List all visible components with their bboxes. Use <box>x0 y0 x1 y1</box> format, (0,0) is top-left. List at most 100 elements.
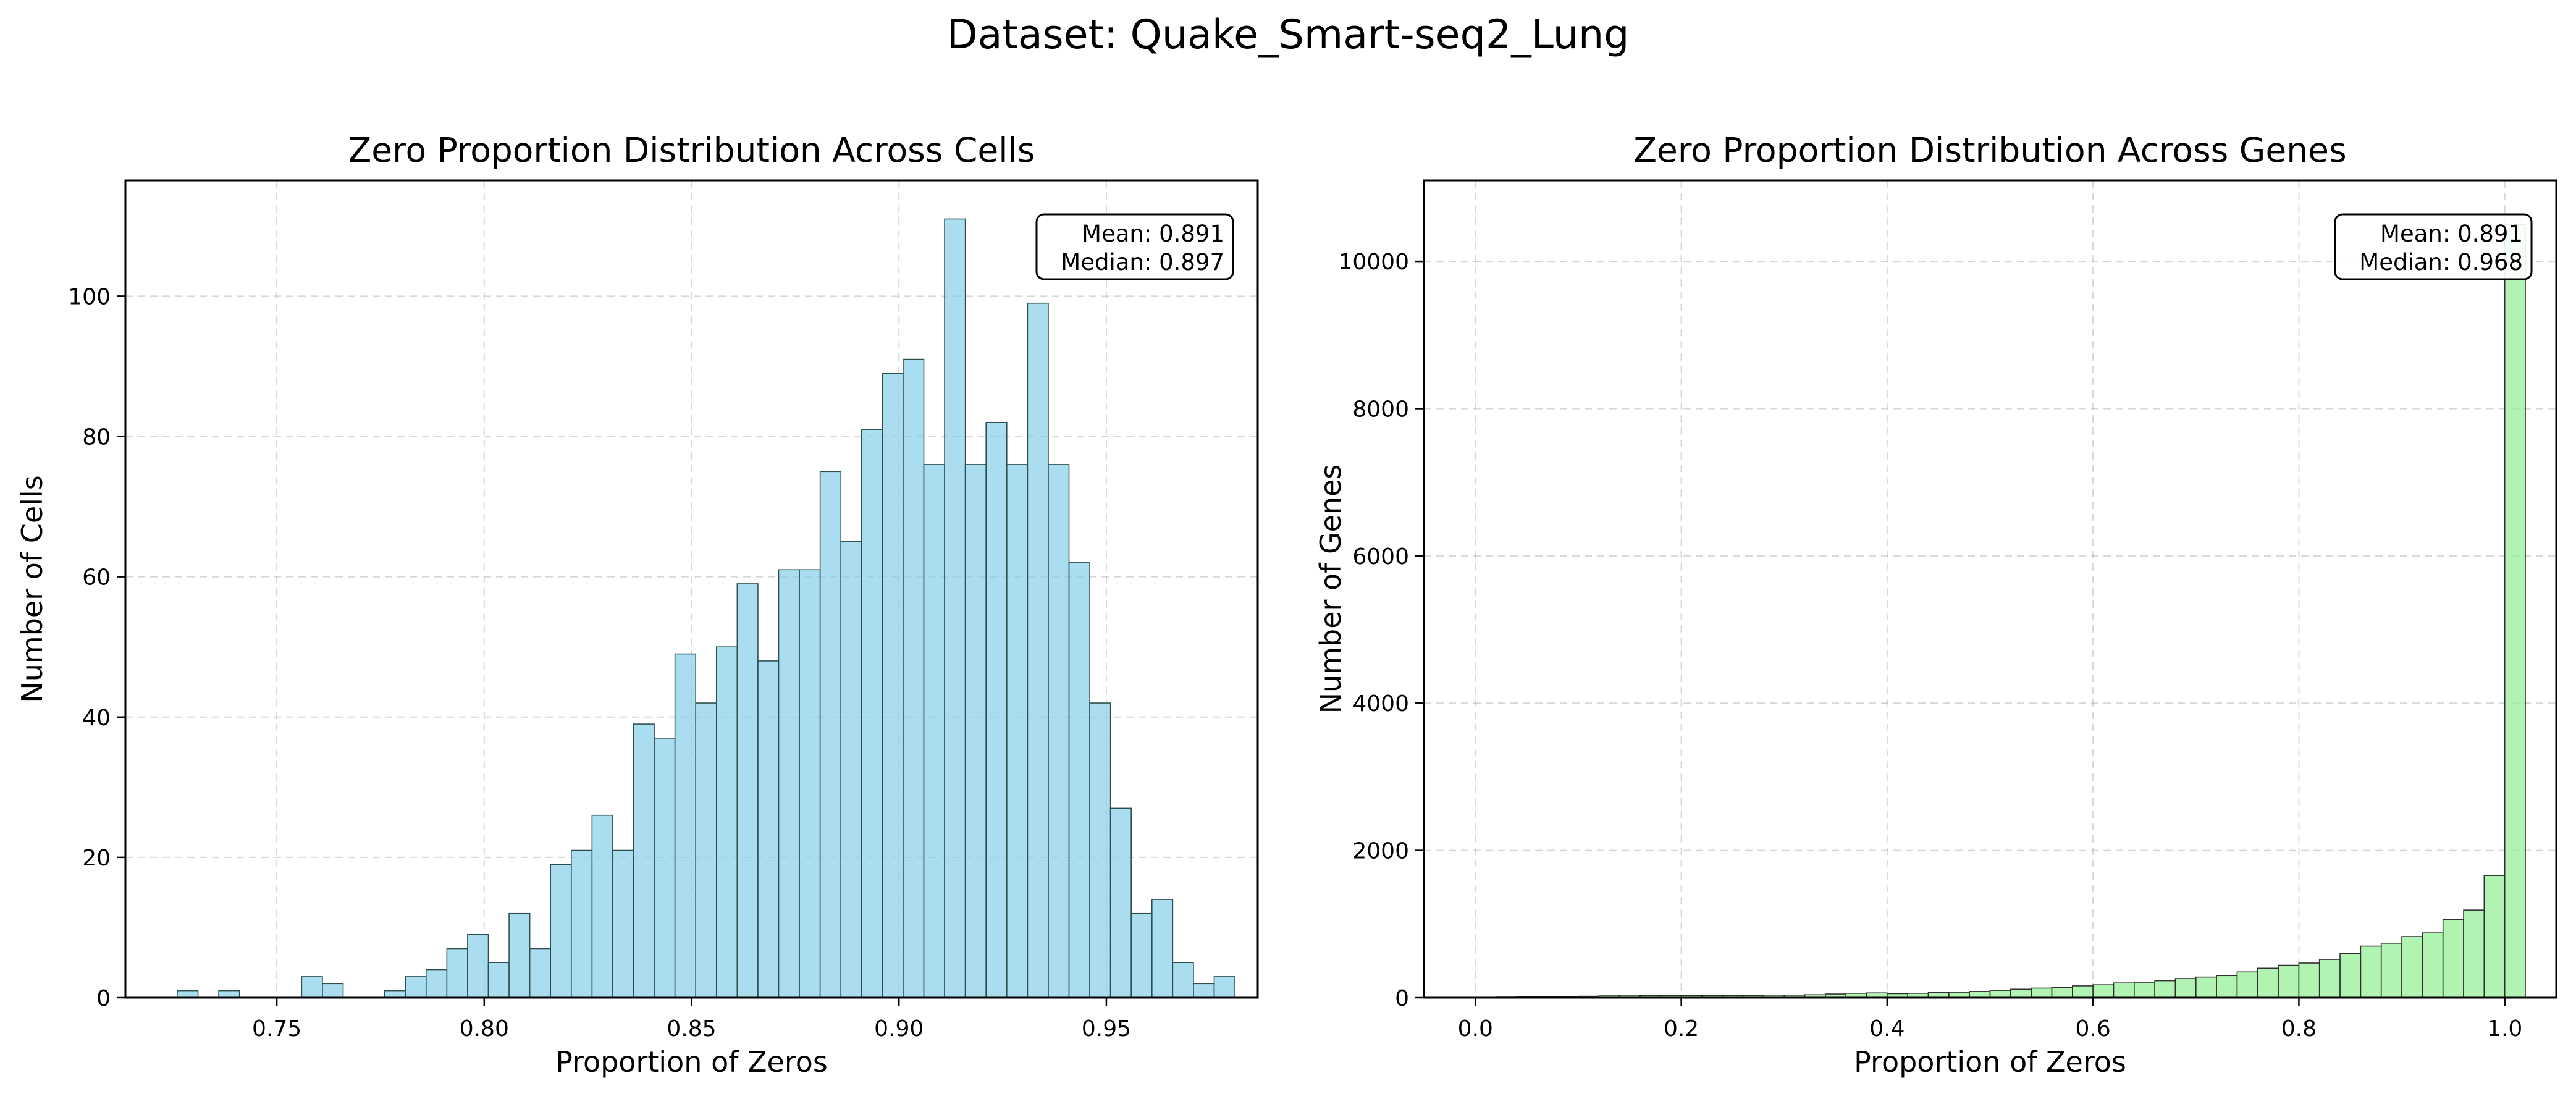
chart1-bar <box>1130 912 1153 998</box>
chart1-bar <box>715 646 738 998</box>
chart1-xtick-label: 0.95 <box>1082 1016 1131 1042</box>
chart2-bar <box>2072 985 2094 998</box>
chart2-xtick-label: 0.8 <box>2281 1016 2317 1042</box>
chart2-stats-mean: Mean: 0.891 <box>2380 221 2523 247</box>
chart2-bar <box>2010 988 2032 998</box>
chart1-bar <box>1172 962 1194 998</box>
chart2-xtick-label: 1.0 <box>2487 1016 2522 1042</box>
chart1-bar <box>1027 302 1049 998</box>
chart2-xlabel: Proportion of Zeros <box>1854 1045 2126 1079</box>
chart2-panel: 0.0 0.2 0.4 0.6 0.8 1.0 0 2000 4000 6000 8000 10000… <box>1314 130 2557 1079</box>
chart2-bar <box>2257 967 2279 998</box>
chart1-bar <box>654 738 676 998</box>
chart1-ytick-label: 20 <box>82 846 111 871</box>
chart2-stats-median: Median: 0.968 <box>2359 249 2523 276</box>
chart2-bar <box>2339 953 2362 998</box>
chart1-bar <box>405 976 427 998</box>
chart1-bar <box>570 849 593 998</box>
chart1-ytick-label: 0 <box>96 986 111 1011</box>
chart1-bar <box>840 541 862 998</box>
chart2-bar <box>1969 991 1991 998</box>
chart1-xtick-label: 0.85 <box>667 1016 716 1042</box>
chart1-bar <box>508 912 531 998</box>
chart1-bar <box>861 429 883 998</box>
chart2-bar <box>2031 987 2053 998</box>
chart1-stats-median: Median: 0.897 <box>1061 249 1224 276</box>
chart2-bar <box>2174 978 2197 998</box>
chart1-bar <box>882 373 904 998</box>
chart2-stats-box <box>2334 213 2533 280</box>
chart1-bar <box>1151 899 1174 998</box>
chart2-bar <box>2483 875 2506 998</box>
chart1-bar <box>301 976 323 998</box>
chart1-panel: 0.75 0.80 0.85 0.90 0.95 0 20 40 60 80 100 Proporti… <box>15 130 1259 1079</box>
chart2-bar <box>2133 982 2155 998</box>
chart1-xtick-label: 0.80 <box>460 1016 509 1042</box>
chart2-xtick-label: 0.6 <box>2076 1016 2111 1042</box>
chart1-bar <box>1068 562 1090 998</box>
chart1-bar <box>923 464 945 998</box>
chart2-title: Zero Proportion Distribution Across Gene… <box>1633 130 2346 170</box>
chart1-bar <box>1193 983 1215 998</box>
chart2-bar <box>2236 971 2258 998</box>
chart1-bar <box>674 653 697 998</box>
chart2-bar <box>2380 943 2402 998</box>
chart1-title: Zero Proportion Distribution Across Cell… <box>348 130 1035 170</box>
chart2-axes-frame <box>1423 179 2557 999</box>
chart2-bar <box>2318 959 2341 998</box>
chart2-bar <box>2113 982 2135 998</box>
chart2-bar <box>1989 990 2011 998</box>
chart1-bar <box>778 569 800 998</box>
chart1-ytick-label: 80 <box>82 425 111 450</box>
chart1-stats-box <box>1035 213 1234 280</box>
chart2-ytick-label: 0 <box>1395 986 1409 1011</box>
chart1-bar <box>529 948 552 998</box>
figure-suptitle: Dataset: Quake_Smart-seq2_Lung <box>946 12 1630 58</box>
chart1-xtick-label: 0.75 <box>252 1016 301 1042</box>
chart1-ytick-label: 40 <box>82 705 111 731</box>
chart1-bar <box>612 849 634 998</box>
chart1-bar <box>1089 702 1111 998</box>
chart2-bar <box>2278 964 2300 998</box>
chart1-bar <box>322 983 344 998</box>
chart1-xlabel: Proportion of Zeros <box>555 1045 828 1079</box>
chart1-bar <box>425 969 448 998</box>
chart2-bar <box>2422 932 2444 998</box>
chart1-bar <box>799 569 821 998</box>
chart2-bar <box>2463 909 2485 998</box>
chart1-ylabel: Number of Cells <box>15 475 49 702</box>
chart1-bar <box>757 660 780 998</box>
chart2-bar <box>2504 224 2526 998</box>
chart2-bar <box>2154 980 2176 998</box>
chart2-ytick-label: 8000 <box>1352 397 1409 422</box>
chart2-bar <box>2360 945 2382 998</box>
chart1-bar <box>1109 807 1132 998</box>
chart2-ytick-label: 2000 <box>1352 839 1409 864</box>
chart1-bar <box>695 702 717 998</box>
chart2-bar <box>2401 936 2423 998</box>
chart2-bar <box>2442 919 2464 998</box>
chart2-ytick-label: 10000 <box>1338 250 1409 275</box>
chart1-ytick-label: 100 <box>68 284 111 309</box>
chart1-bar <box>944 218 966 998</box>
chart1-bar <box>633 723 655 998</box>
chart1-stats-mean: Mean: 0.891 <box>1082 221 1224 247</box>
chart1-bar <box>177 990 199 998</box>
chart1-bar <box>446 948 468 998</box>
chart2-bar <box>2195 976 2217 998</box>
chart1-bar <box>467 933 489 998</box>
chart1-bar <box>1213 976 1235 998</box>
chart2-bar <box>2216 975 2238 998</box>
chart2-ytick-label: 4000 <box>1352 691 1409 717</box>
chart2-ytick-label: 6000 <box>1352 544 1409 570</box>
chart2-bar <box>2092 984 2115 998</box>
chart1-bar <box>218 990 240 998</box>
chart1-bar <box>736 583 759 998</box>
chart1-bar <box>964 464 987 998</box>
chart1-ytick-label: 60 <box>82 565 111 591</box>
chart2-xtick-label: 0.2 <box>1664 1016 1699 1042</box>
chart1-bar <box>1006 464 1029 998</box>
chart2-bar <box>2051 987 2073 998</box>
chart1-bar <box>903 358 925 998</box>
